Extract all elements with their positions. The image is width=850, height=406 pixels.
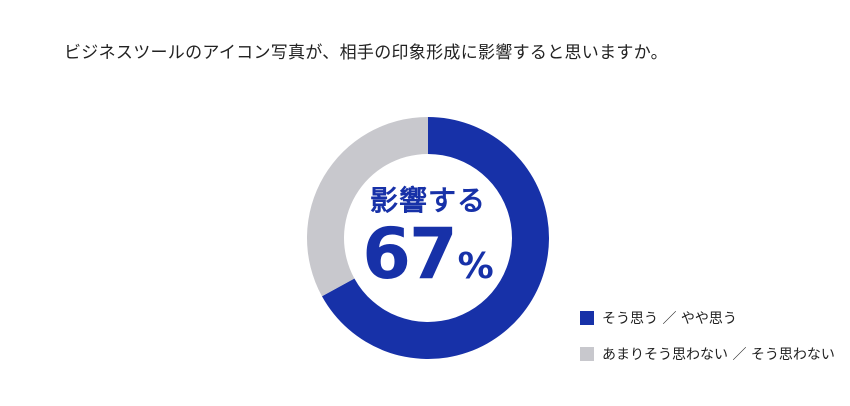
center-value-unit: % [457,246,494,287]
center-value: 67% [307,219,549,289]
legend: そう思う ／ やや思う あまりそう思わない ／ そう思わない [580,309,835,381]
donut-slice-agree [321,117,549,359]
legend-swatch-disagree [580,347,594,361]
legend-swatch-agree [580,311,594,325]
legend-item-disagree: あまりそう思わない ／ そう思わない [580,345,835,363]
chart-title: ビジネスツールのアイコン写真が、相手の印象形成に影響すると思いますか。 [64,43,668,63]
donut-slice-disagree [307,117,428,297]
legend-label-disagree: あまりそう思わない ／ そう思わない [602,347,835,363]
legend-label-agree: そう思う ／ やや思う [602,311,737,327]
center-label: 影響する [369,184,486,217]
center-value-number: 67 [362,213,457,295]
legend-item-agree: そう思う ／ やや思う [580,309,835,327]
donut-chart: 影響する 67% [307,117,549,359]
donut-svg [307,117,549,359]
